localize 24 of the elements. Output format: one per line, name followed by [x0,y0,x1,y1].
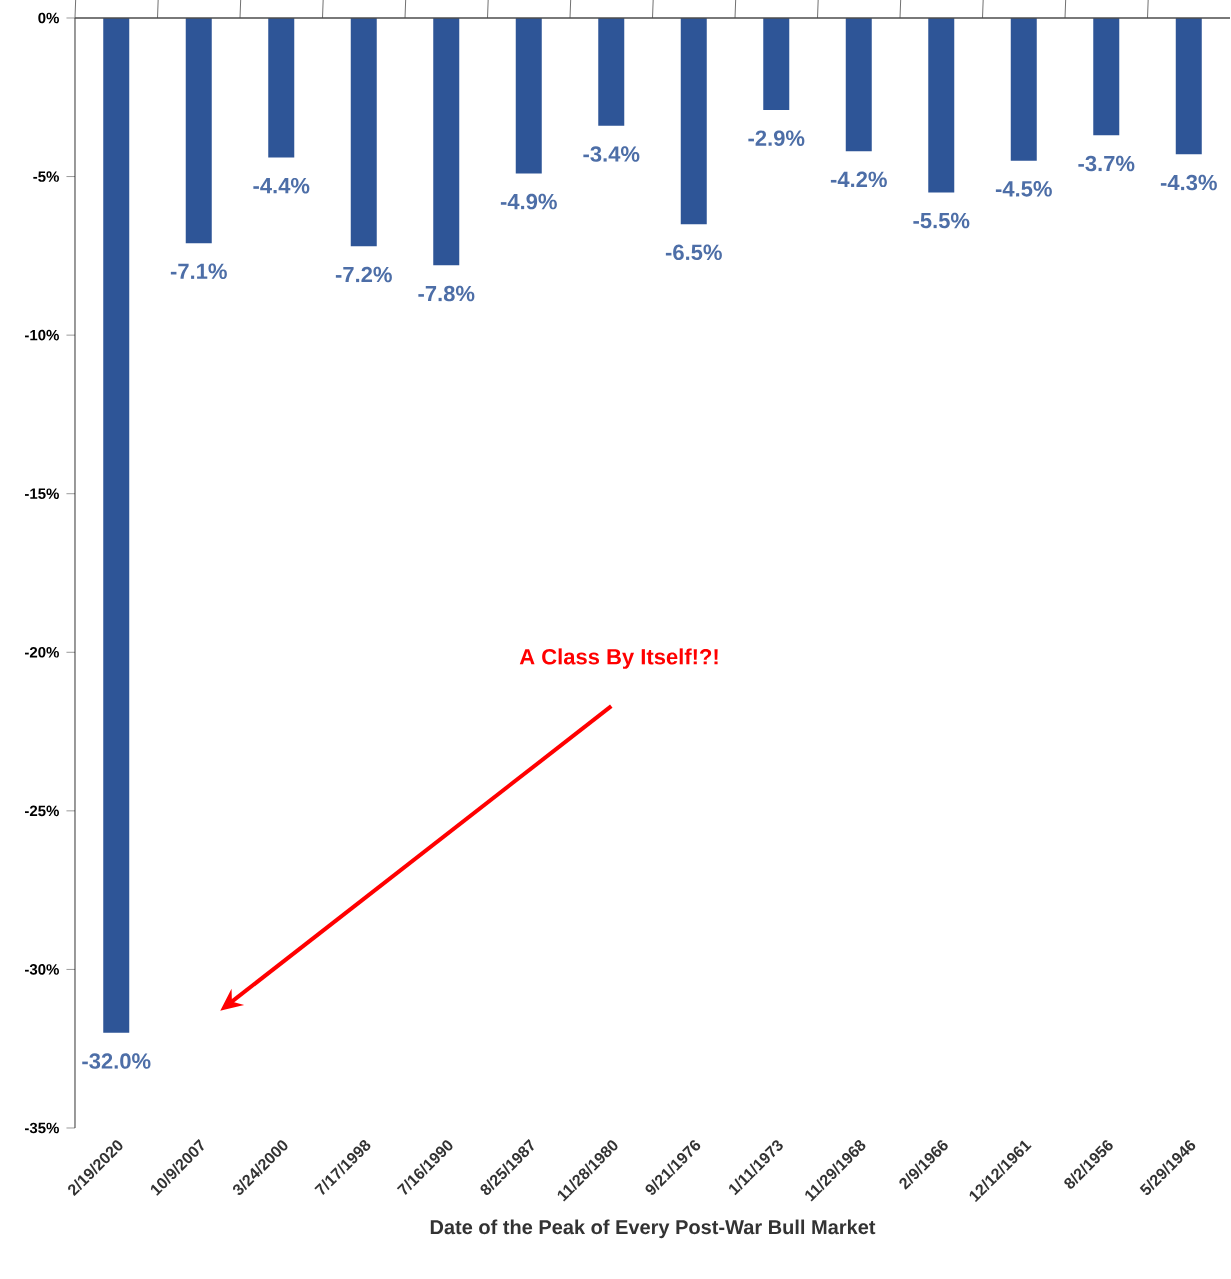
data-label: -7.2% [335,266,392,283]
annotation: A Class By Itself!?! [519,648,718,669]
data-label: -32.0% [82,1053,151,1069]
y-tick-label: -15% [24,488,59,500]
y-tick-label: -35% [24,1122,59,1134]
x-axis-title: Date of the Peak of Every Post-War Bull Market [430,1219,876,1239]
data-label: -2.9% [748,130,805,146]
y-tick-label: -5% [33,171,59,182]
y-tick-label: -30% [24,964,59,975]
y-tick-label: -10% [24,329,59,341]
data-label: -4.4% [253,177,310,194]
data-label: -4.3% [1160,174,1217,191]
y-tick-label: 0% [38,12,59,24]
data-label: -7.8% [418,285,475,302]
data-label: -4.9% [500,193,557,210]
data-label: -7.1% [170,263,227,280]
data-label: -3.4% [583,146,640,162]
data-label: -3.7% [1078,155,1135,172]
y-tick-label: -20% [24,646,59,658]
data-label: -4.2% [830,171,887,188]
data-label: -5.5% [913,212,970,229]
data-label: -4.5% [995,181,1052,197]
data-label: -6.5% [665,244,722,261]
y-tick-label: -25% [24,805,59,817]
